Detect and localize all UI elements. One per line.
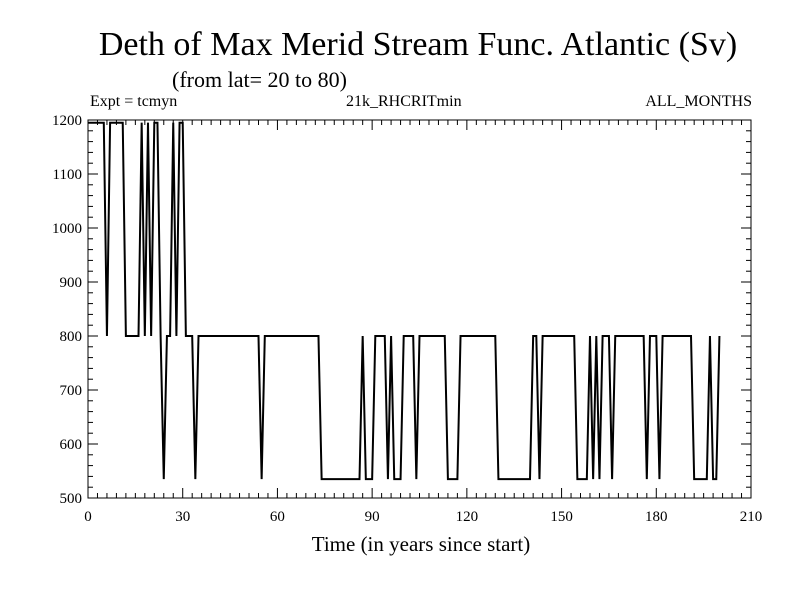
x-tick-label: 120: [456, 509, 479, 525]
plot-frame: [87, 119, 752, 499]
y-tick-label: 1000: [52, 221, 82, 237]
chart-subtitle: (from lat= 20 to 80): [172, 67, 347, 92]
x-tick-label: 180: [645, 509, 668, 525]
y-tick-label: 800: [60, 329, 83, 345]
x-tick-label: 30: [175, 509, 190, 525]
series-line: [88, 121, 721, 481]
experiment-label: Expt = tcmyn: [90, 93, 178, 110]
run-label: 21k_RHCRITmin: [346, 93, 462, 110]
y-tick-label: 1200: [52, 113, 82, 129]
chart-title: Deth of Max Merid Stream Func. Atlantic …: [98, 26, 738, 63]
x-tick-label: 210: [740, 509, 763, 525]
x-tick-label: 0: [84, 509, 92, 525]
y-tick-label: 600: [60, 437, 83, 453]
x-tick-label: 90: [365, 509, 380, 525]
y-tick-label: 500: [60, 491, 83, 507]
x-tick-label: 150: [550, 509, 573, 525]
y-tick-label: 1100: [53, 167, 82, 183]
x-tick-label: 60: [270, 509, 285, 525]
y-tick-label: 700: [60, 383, 83, 399]
months-label: ALL_MONTHS: [645, 93, 752, 110]
x-axis-label: Time (in years since start): [311, 532, 531, 556]
y-tick-label: 900: [60, 275, 83, 291]
